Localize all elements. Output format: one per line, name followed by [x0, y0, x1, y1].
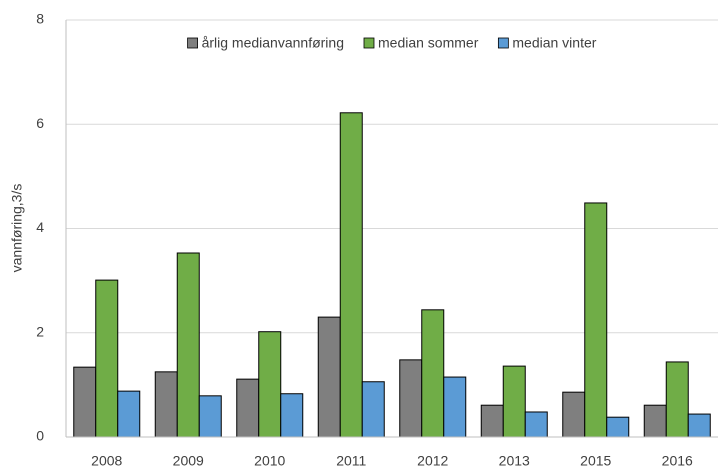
- legend-swatch: [497, 37, 509, 49]
- x-tick-label: 2011: [336, 453, 366, 469]
- y-tick-label: 2: [36, 323, 44, 339]
- x-tick-label: 2009: [173, 453, 204, 469]
- legend-label: median vinter: [512, 35, 596, 51]
- bar: [73, 366, 97, 438]
- bar: [584, 202, 608, 438]
- bar: [524, 411, 548, 438]
- bar: [317, 316, 341, 438]
- legend: årlig medianvannføring median sommer media…: [187, 35, 597, 51]
- y-tick-label: 0: [36, 428, 44, 444]
- bar: [154, 371, 178, 438]
- legend-swatch: [363, 37, 375, 49]
- y-axis-label: vannføring,3/s: [9, 184, 25, 273]
- bar: [236, 378, 260, 438]
- bar: [95, 279, 119, 438]
- bar: [361, 381, 385, 438]
- bar: [198, 395, 222, 438]
- bar: [480, 404, 504, 438]
- legend-swatch: [187, 37, 198, 49]
- x-tick-label: 2010: [254, 453, 285, 469]
- bar: [606, 416, 630, 438]
- bar: [117, 390, 141, 438]
- y-tick-label: 6: [36, 115, 44, 131]
- bar: [339, 112, 363, 438]
- legend-label: årlig medianvannføring: [202, 35, 344, 51]
- bar: [399, 359, 423, 438]
- bar: [443, 376, 467, 438]
- x-tick-label: 2013: [499, 453, 530, 469]
- bar: [562, 391, 586, 438]
- x-tick-label: 2008: [91, 453, 122, 469]
- x-tick-label: 2012: [417, 453, 448, 469]
- bar: [176, 252, 200, 438]
- legend-label: median sommer: [378, 35, 479, 51]
- y-tick-label: 4: [36, 219, 44, 235]
- bar: [258, 331, 282, 438]
- y-tick-label: 8: [36, 11, 44, 27]
- bar: [665, 361, 689, 438]
- bar: [687, 413, 711, 438]
- bar: [643, 404, 667, 438]
- x-tick-label: 2016: [662, 453, 693, 469]
- bar: [502, 365, 526, 438]
- x-tick-label: 2015: [580, 453, 611, 469]
- bar: [421, 309, 445, 438]
- bar: [280, 393, 304, 438]
